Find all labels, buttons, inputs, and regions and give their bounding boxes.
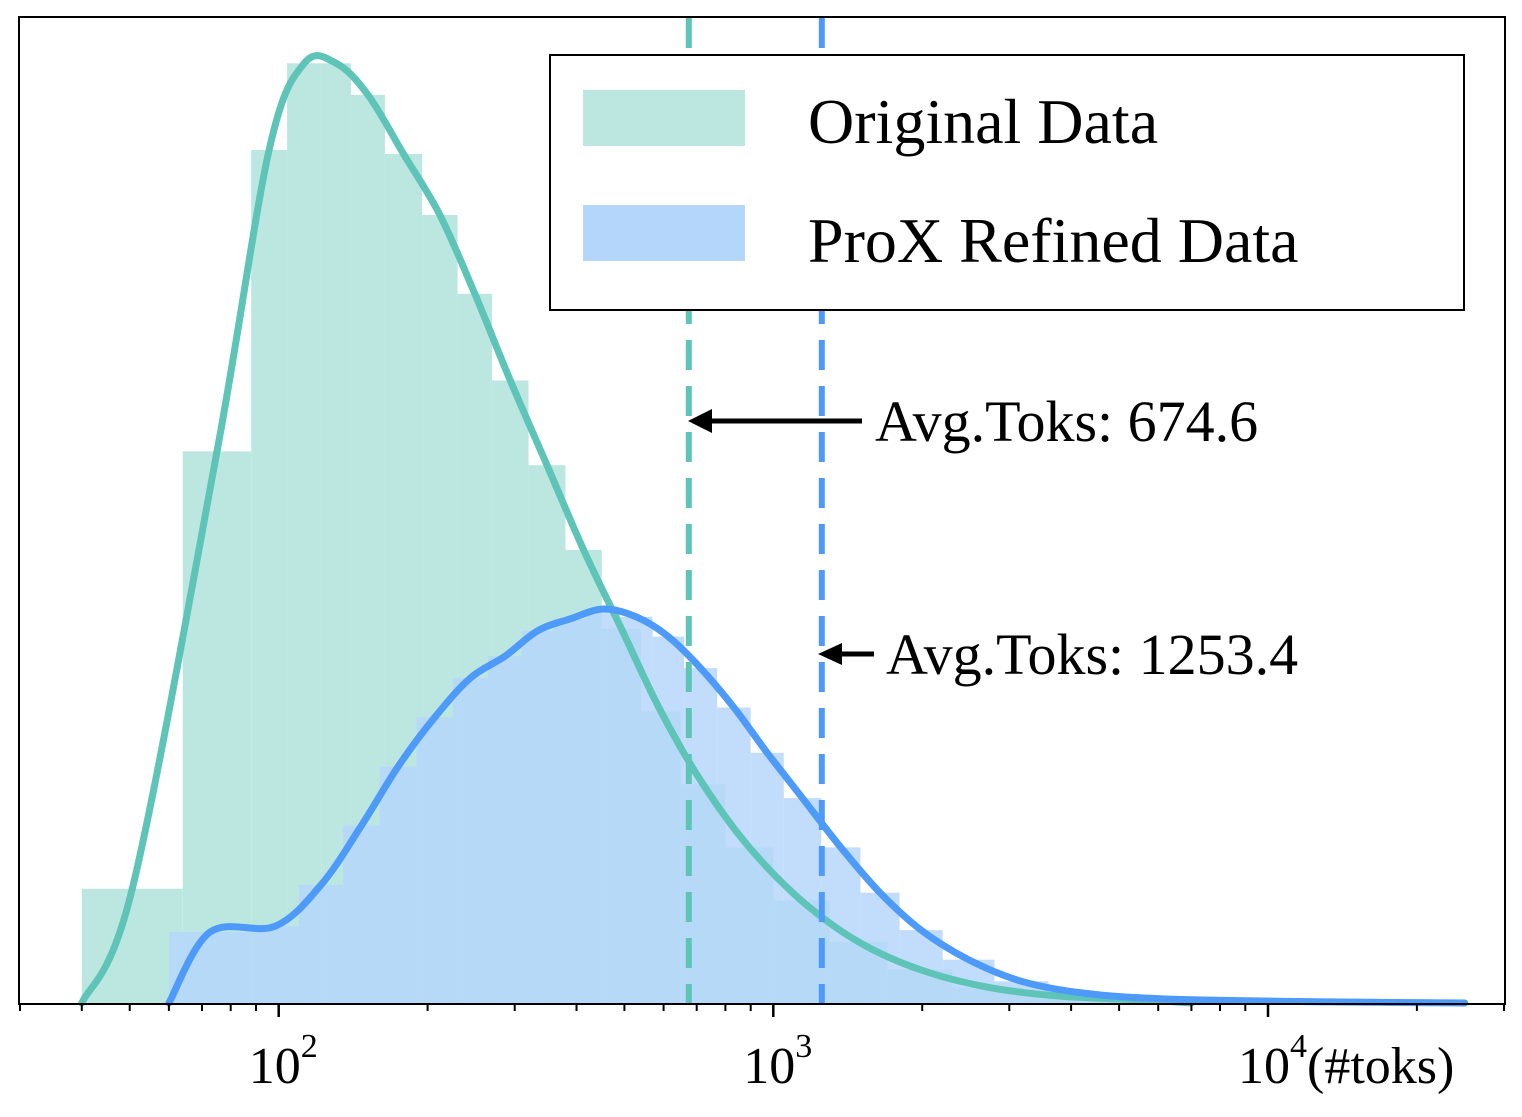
- annotation-original: Avg.Toks: 674.6: [688, 389, 1258, 454]
- refined-data-bar: [488, 656, 522, 1003]
- x-axis-tick-labels: 102 103 104(#toks): [249, 1028, 1455, 1095]
- x-axis-unit-label: (#toks): [1307, 1038, 1454, 1095]
- original-data-fit-curve: [78, 52, 1195, 1007]
- legend-swatch-refined: [583, 205, 745, 261]
- x-tick-label: 102: [249, 1028, 318, 1095]
- x-tick-label-exponent: 4: [1290, 1028, 1307, 1065]
- refined-data-bar: [416, 717, 453, 1003]
- legend-label-refined: ProX Refined Data: [808, 205, 1299, 276]
- original-data-bar: [182, 451, 252, 1003]
- original-data-bar: [287, 63, 322, 1004]
- x-tick-label-base: 10: [249, 1038, 301, 1095]
- refined-data-bar: [521, 630, 554, 1003]
- refined-data-bar: [717, 707, 751, 1003]
- x-tick-label-base: 10: [1238, 1038, 1290, 1095]
- legend: Original Data ProX Refined Data: [549, 54, 1465, 311]
- annotation-arrow-original-head: [688, 409, 712, 433]
- refined-data-bar: [168, 932, 252, 1003]
- legend-label-original: Original Data: [808, 86, 1158, 157]
- x-tick-label-base: 10: [743, 1038, 795, 1095]
- refined-data-bar: [343, 825, 380, 1003]
- plot-frame: [18, 16, 1506, 1005]
- x-tick-label: 104(#toks): [1238, 1028, 1454, 1095]
- x-tick-label: 103: [743, 1028, 812, 1095]
- refined-data-fit-curve: [165, 605, 1469, 1007]
- refined-data-bar: [652, 636, 685, 1003]
- refined-data-bar: [452, 677, 489, 1003]
- legend-swatch-original: [583, 90, 745, 146]
- refined-data-bar: [620, 616, 653, 1003]
- x-tick-label-exponent: 3: [795, 1028, 812, 1065]
- annotation-label-refined: Avg.Toks: 1253.4: [886, 622, 1298, 687]
- refined-data-bar: [379, 766, 417, 1003]
- refined-data-bar: [586, 609, 621, 1003]
- original-data-bar: [251, 149, 288, 1004]
- refined-data-bars: [168, 609, 1465, 1003]
- fit-curves: [78, 52, 1469, 1007]
- annotation-arrow-refined-head: [818, 643, 842, 665]
- x-axis-ticks: [19, 1004, 1505, 1017]
- refined-data-bar: [553, 618, 587, 1003]
- x-tick-label-exponent: 2: [301, 1028, 318, 1065]
- refined-data-bar: [251, 926, 300, 1003]
- annotation-label-original: Avg.Toks: 674.6: [875, 389, 1258, 454]
- annotation-refined: Avg.Toks: 1253.4: [818, 622, 1298, 687]
